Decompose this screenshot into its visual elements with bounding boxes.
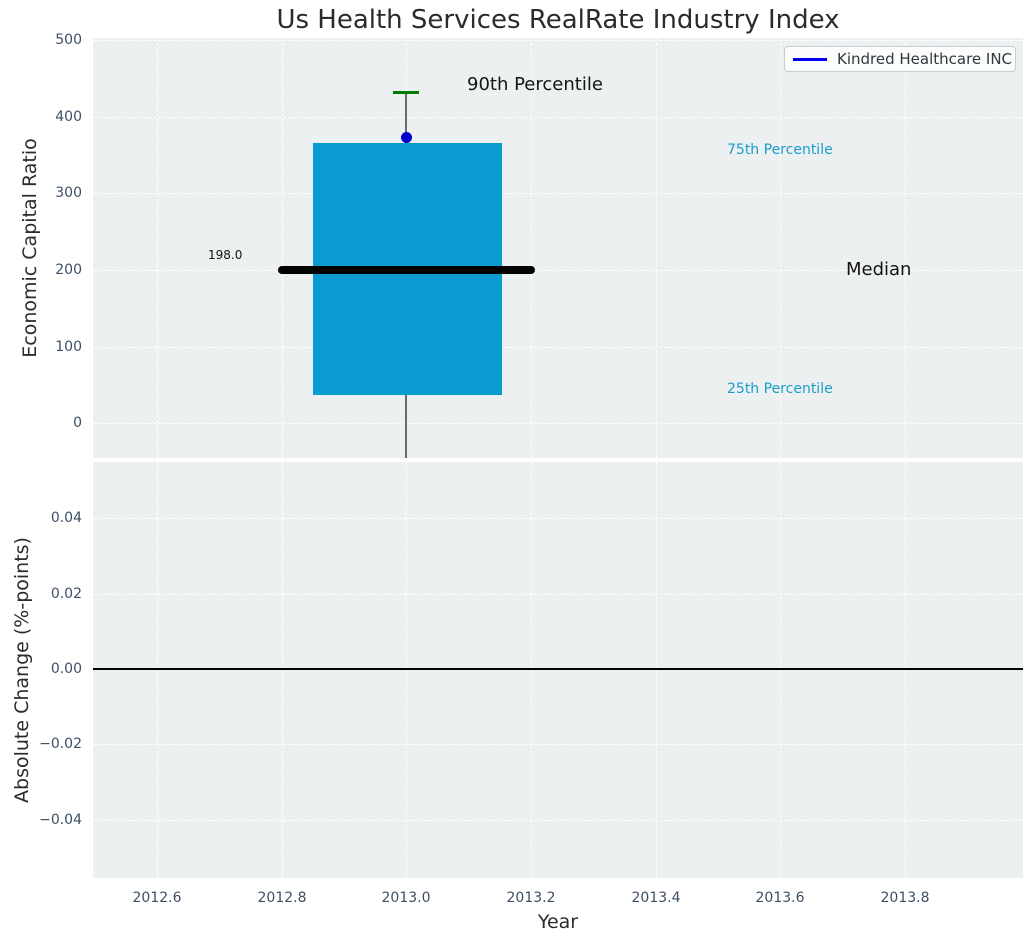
y-tick-label: 0.00 <box>50 661 82 677</box>
gridline-vertical <box>905 38 906 458</box>
company-data-point <box>401 132 412 143</box>
gridline-horizontal <box>93 193 1023 194</box>
annotation-75th-percentile: 75th Percentile <box>727 142 833 158</box>
legend-label: Kindred Healthcare INC <box>837 50 1013 68</box>
bottom-y-axis-label: Absolute Change (%-points) <box>11 537 33 803</box>
y-tick-label: 0.02 <box>50 586 82 602</box>
gridline-horizontal <box>93 423 1023 424</box>
top-plot-area: 90th Percentile 75th Percentile Median 2… <box>93 38 1023 458</box>
90th-percentile-cap <box>393 91 419 94</box>
annotation-90th-percentile: 90th Percentile <box>467 74 603 95</box>
top-y-axis-label: Economic Capital Ratio <box>19 138 41 358</box>
legend-line-sample <box>793 57 827 61</box>
gridline-vertical <box>905 462 906 878</box>
gridline-horizontal <box>93 40 1023 41</box>
gridline-vertical <box>157 38 158 458</box>
y-tick-label: 300 <box>55 185 82 201</box>
gridline-vertical <box>531 38 532 458</box>
y-tick-label: 200 <box>55 262 82 278</box>
gridline-vertical <box>780 462 781 878</box>
y-tick-label: 500 <box>55 32 82 48</box>
x-tick-label: 2012.6 <box>132 890 182 906</box>
gridline-horizontal <box>93 820 1023 821</box>
legend: Kindred Healthcare INC <box>784 46 1016 72</box>
y-tick-label: 0 <box>73 415 82 431</box>
gridline-vertical <box>780 38 781 458</box>
y-tick-label: 400 <box>55 109 82 125</box>
gridline-vertical <box>406 462 407 878</box>
gridline-horizontal <box>93 117 1023 118</box>
annotation-median-value: 198.0 <box>208 248 243 262</box>
gridline-vertical <box>656 38 657 458</box>
gridline-vertical <box>282 38 283 458</box>
y-tick-label: 0.04 <box>50 510 82 526</box>
gridline-horizontal <box>93 270 1023 271</box>
gridline-horizontal <box>93 518 1023 519</box>
gridline-horizontal <box>93 594 1023 595</box>
gridline-vertical <box>656 462 657 878</box>
gridline-vertical <box>282 462 283 878</box>
annotation-median: Median <box>846 259 912 280</box>
gridline-vertical <box>531 462 532 878</box>
x-axis-label: Year <box>537 911 579 933</box>
bottom-plot-area <box>93 462 1023 878</box>
x-tick-label: 2013.2 <box>506 890 556 906</box>
annotation-25th-percentile: 25th Percentile <box>727 381 833 397</box>
x-tick-label: 2013.4 <box>631 890 681 906</box>
median-line <box>278 266 535 274</box>
chart-title: Us Health Services RealRate Industry Ind… <box>276 5 840 35</box>
x-tick-label: 2013.8 <box>880 890 930 906</box>
gridline-vertical <box>157 462 158 878</box>
x-tick-label: 2012.8 <box>257 890 307 906</box>
zero-reference-line <box>93 668 1023 670</box>
gridline-horizontal <box>93 347 1023 348</box>
y-tick-label: −0.04 <box>39 812 82 828</box>
x-tick-label: 2013.0 <box>381 890 431 906</box>
x-tick-label: 2013.6 <box>755 890 805 906</box>
gridline-horizontal <box>93 744 1023 745</box>
y-tick-label: −0.02 <box>39 736 82 752</box>
y-tick-label: 100 <box>55 339 82 355</box>
